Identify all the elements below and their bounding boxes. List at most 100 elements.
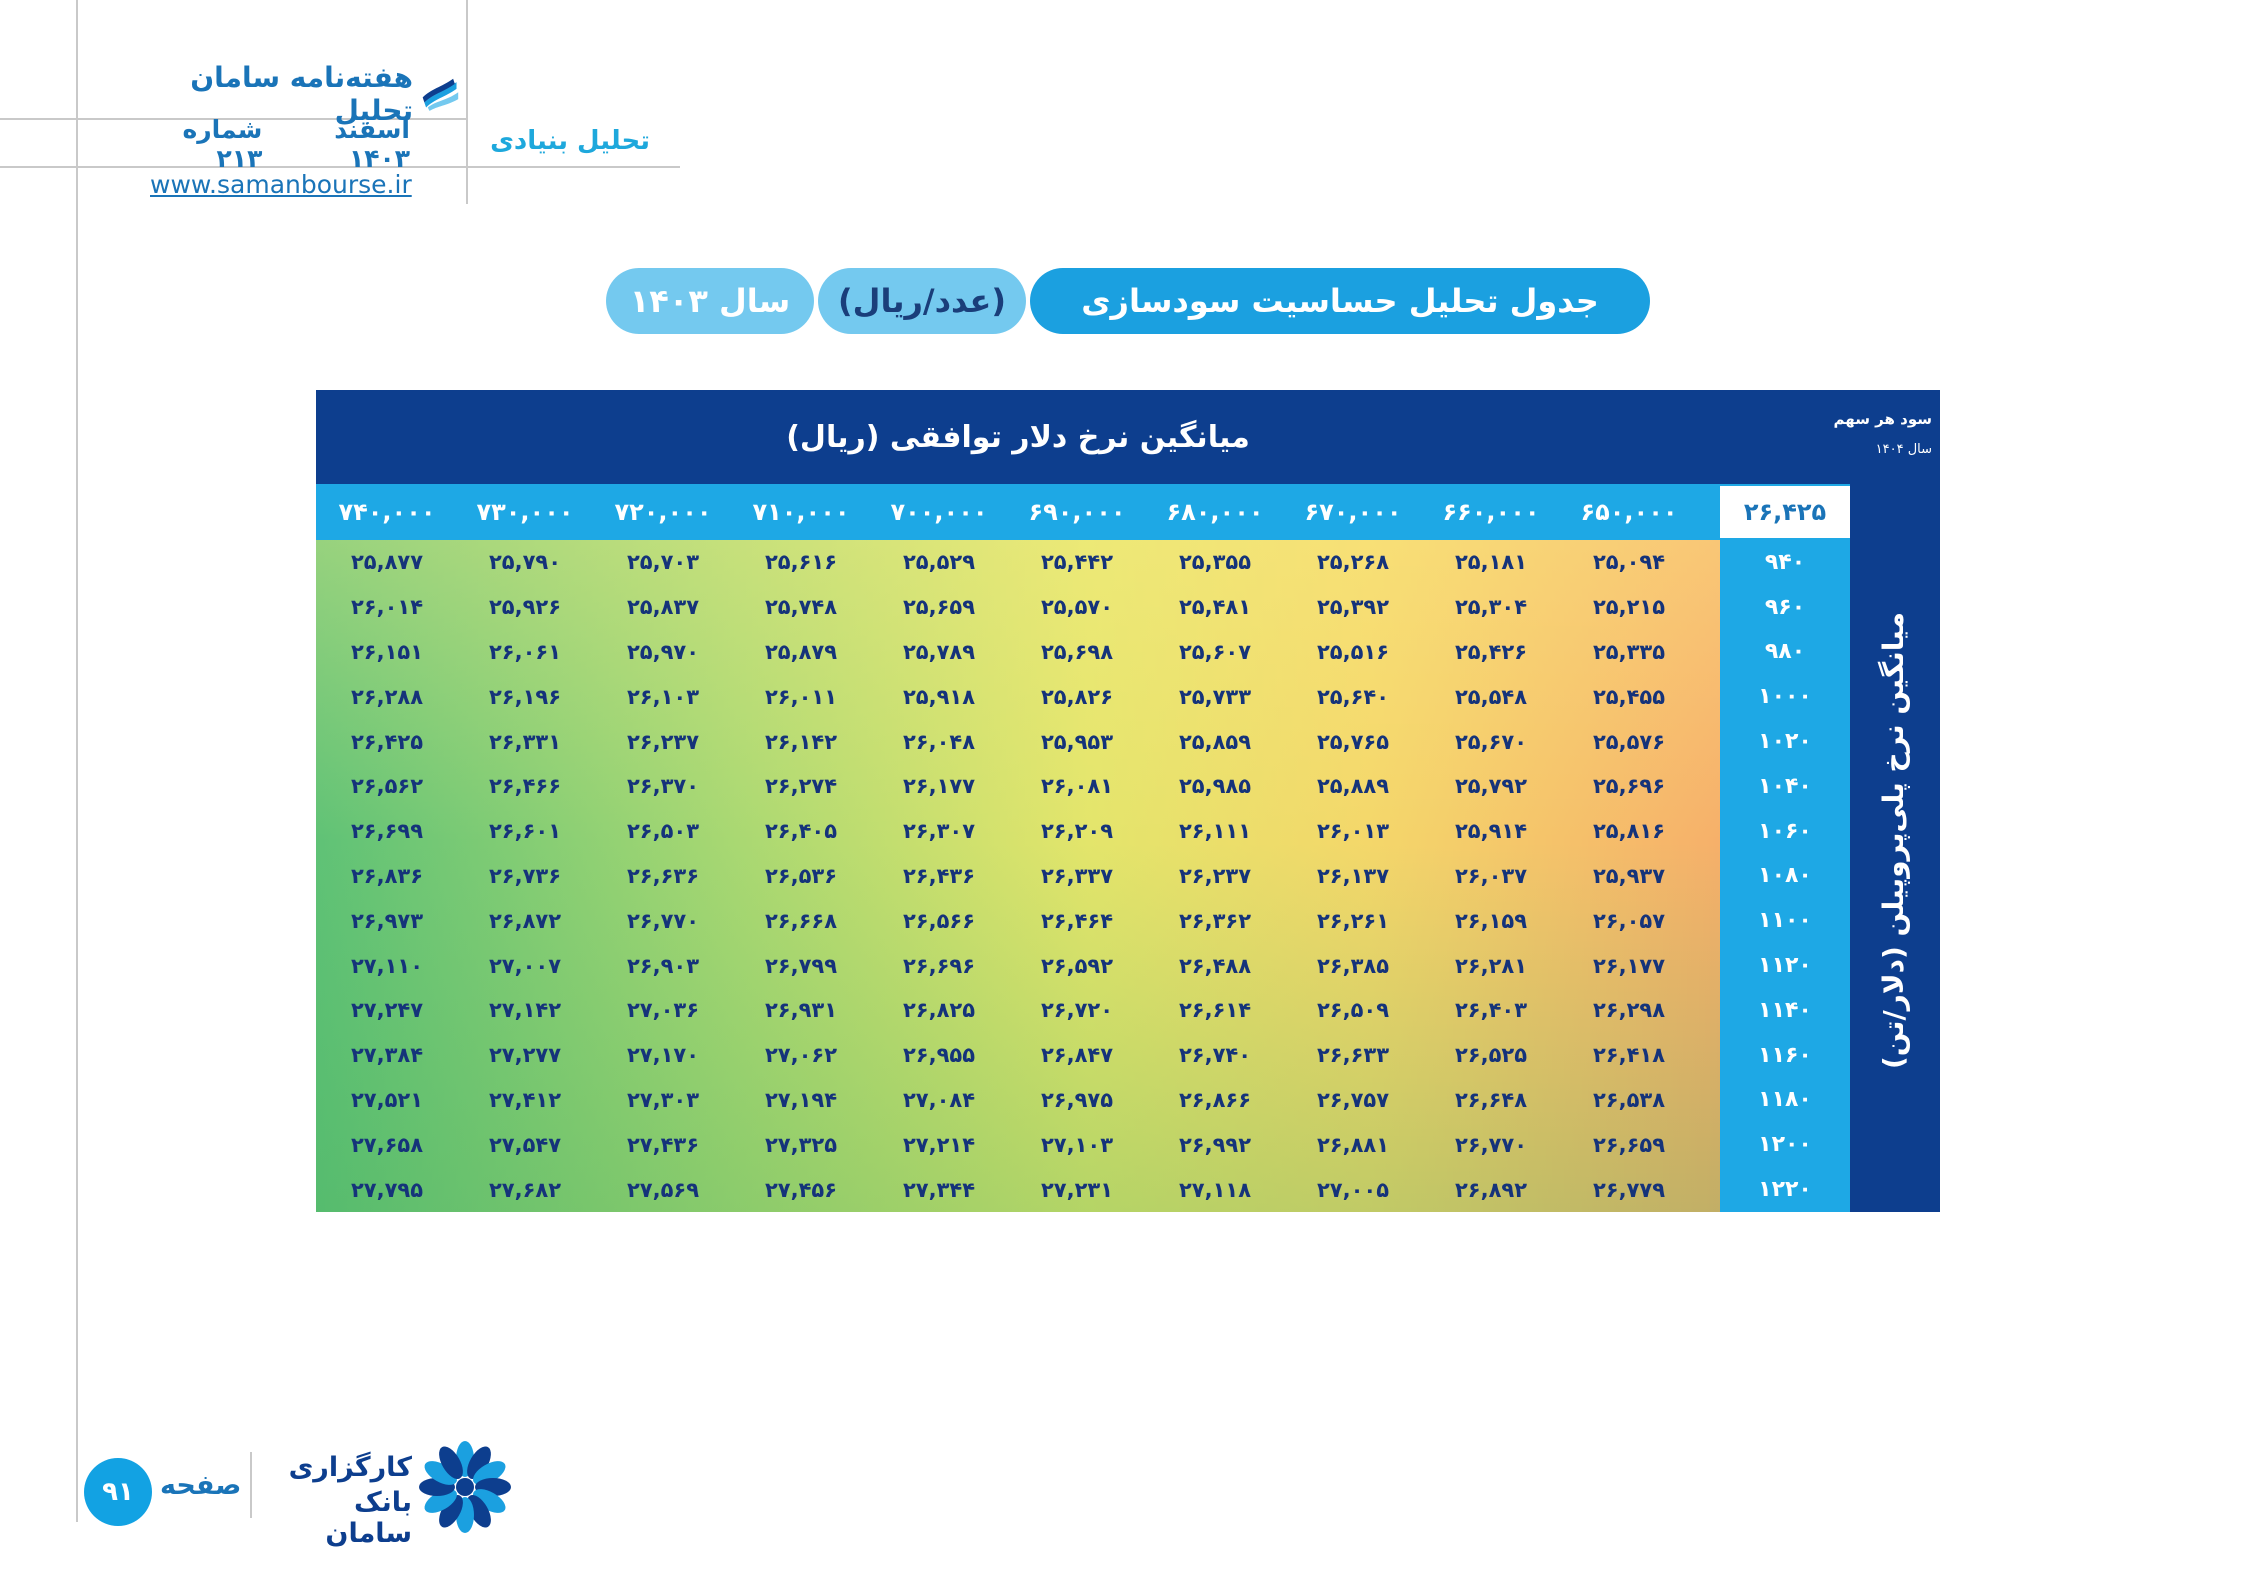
table-cell: ۲۷,۰۶۲ [732,1033,870,1078]
table-cell: ۲۶,۷۷۰ [1422,1122,1560,1167]
table-grid: ۶۵۰,۰۰۰ ۶۶۰,۰۰۰ ۶۷۰,۰۰۰ ۶۸۰,۰۰۰ ۶۹۰,۰۰۰ ۷۰۰,۰… [316,484,1850,1212]
table-cell: ۲۵,۶۰۷ [1146,630,1284,675]
table-cell: ۲۷,۴۳۶ [594,1122,732,1167]
section-title: تحلیل بنیادی [490,126,650,156]
table-cell: ۲۷,۱۱۰ [318,943,456,988]
table-cell: ۲۵,۷۳۳ [1146,674,1284,719]
table-cell: ۲۶,۷۵۷ [1284,1078,1422,1123]
table-cell: ۲۶,۴۰۵ [732,809,870,854]
table-cell: ۲۵,۹۱۸ [870,674,1008,719]
table-cell: ۲۶,۸۳۶ [318,854,456,899]
table-cell: ۲۵,۸۱۶ [1560,809,1698,854]
table-cell: ۲۷,۴۵۶ [732,1167,870,1212]
table-cell: ۲۷,۴۱۲ [456,1078,594,1123]
row-label: ۱۱۰۰ [1720,898,1850,943]
table-cell: ۲۵,۹۷۰ [594,630,732,675]
table-cell: ۲۶,۱۷۷ [870,764,1008,809]
row-label: ۱۰۴۰ [1720,764,1850,809]
table-cell: ۲۶,۲۹۸ [1560,988,1698,1033]
table-cell: ۲۵,۶۱۶ [732,540,870,585]
table-cell: ۲۶,۷۷۰ [594,898,732,943]
table-cell: ۲۶,۵۳۸ [1560,1078,1698,1123]
table-cell: ۲۵,۹۲۶ [456,585,594,630]
broker-line1: کارگزاری [262,1452,412,1483]
column-header: ۷۳۰,۰۰۰ [456,484,594,540]
table-cell: ۲۷,۰۰۵ [1284,1167,1422,1212]
row-label-column: ۹۴۰ ۹۶۰ ۹۸۰ ۱۰۰۰ ۱۰۲۰ ۱۰۴۰ ۱۰۶۰ ۱۰۸۰ ۱۱۰۰ ۱۱۲۰ ۱۱۴… [1720,540,1850,1212]
table-cell: ۲۶,۲۰۹ [1008,809,1146,854]
table-cell: ۲۷,۱۹۴ [732,1078,870,1123]
table-cell: ۲۵,۶۹۸ [1008,630,1146,675]
table-cell: ۲۶,۲۳۷ [1146,854,1284,899]
table-cell: ۲۶,۷۷۹ [1560,1167,1698,1212]
side-label-text: میانگین نرخ پلی‌پروپیلن (دلار/تن) [1878,611,1911,1068]
table-cell: ۲۵,۵۷۰ [1008,585,1146,630]
table-cell: ۲۵,۷۹۲ [1422,764,1560,809]
table-cell: ۲۶,۰۵۷ [1560,898,1698,943]
table-cell: ۲۷,۱۷۰ [594,1033,732,1078]
table-cell: ۲۵,۹۵۳ [1008,719,1146,764]
table-cell: ۲۶,۶۹۹ [318,809,456,854]
table-cell: ۲۵,۷۸۹ [870,630,1008,675]
table-cell: ۲۵,۹۸۵ [1146,764,1284,809]
row-label: ۱۲۰۰ [1720,1122,1850,1167]
table-cell: ۲۶,۴۸۸ [1146,943,1284,988]
table-cell: ۲۶,۲۶۱ [1284,898,1422,943]
table-cell: ۲۶,۷۹۹ [732,943,870,988]
table-cell: ۲۶,۰۴۸ [870,719,1008,764]
table-cell: ۲۶,۱۵۱ [318,630,456,675]
table-cell: ۲۶,۰۳۷ [1422,854,1560,899]
sensitivity-table: میانگین نرخ دلار توافقی (ریال) سود هر سه… [316,390,1940,1212]
table-cell: ۲۷,۱۴۲ [456,988,594,1033]
dollar-rate-header: میانگین نرخ دلار توافقی (ریال) [316,390,1720,484]
row-label: ۱۰۰۰ [1720,674,1850,719]
row-label: ۱۰۸۰ [1720,854,1850,899]
table-cell: ۲۵,۴۴۲ [1008,540,1146,585]
row-label: ۱۰۲۰ [1720,719,1850,764]
table-cell: ۲۵,۶۷۰ [1422,719,1560,764]
table-cell: ۲۶,۰۱۳ [1284,809,1422,854]
table-cell: ۲۷,۵۲۱ [318,1078,456,1123]
row-label: ۹۶۰ [1720,585,1850,630]
row-label: ۱۱۲۰ [1720,943,1850,988]
table-cell: ۲۶,۵۳۶ [732,854,870,899]
table-cell: ۲۵,۲۱۵ [1560,585,1698,630]
table-title-pill: جدول تحلیل حساسیت سودسازی [1030,268,1650,334]
table-cell: ۲۵,۸۸۹ [1284,764,1422,809]
table-cell: ۲۶,۸۹۲ [1422,1167,1560,1212]
table-cell: ۲۶,۴۰۳ [1422,988,1560,1033]
table-cell: ۲۶,۵۰۳ [594,809,732,854]
magazine-title: هفته‌نامه سامان تحلیل [150,70,460,118]
table-cell: ۲۵,۳۳۵ [1560,630,1698,675]
page-word: صفحه [160,1470,241,1501]
table-cell: ۲۶,۱۰۳ [594,674,732,719]
table-cell: ۲۵,۵۷۶ [1560,719,1698,764]
table-cell: ۲۷,۲۳۱ [1008,1167,1146,1212]
table-cell: ۲۶,۴۶۶ [456,764,594,809]
unit-pill: (عدد/ریال) [818,268,1026,334]
table-cell: ۲۶,۹۹۲ [1146,1122,1284,1167]
row-label: ۹۸۰ [1720,630,1850,675]
year-pill: سال ۱۴۰۳ [606,268,814,334]
table-body: ۲۵,۰۹۴ ۲۵,۱۸۱ ۲۵,۲۶۸ ۲۵,۳۵۵ ۲۵,۴۴۲ ۲۵,۵۲۹ ۲۵,۶… [316,540,1720,1212]
polypropylene-side-label: میانگین نرخ پلی‌پروپیلن (دلار/تن) [1848,540,1940,1140]
website-link[interactable]: www.samanbourse.ir [150,170,412,199]
corner-line1: سود هر سهم [1832,410,1932,428]
table-cell: ۲۷,۰۰۷ [456,943,594,988]
table-cell: ۲۵,۳۹۲ [1284,585,1422,630]
table-cell: ۲۵,۸۵۹ [1146,719,1284,764]
table-cell: ۲۵,۹۳۷ [1560,854,1698,899]
header-divider-vertical [466,0,468,204]
table-cell: ۲۷,۱۰۳ [1008,1122,1146,1167]
table-cell: ۲۷,۲۱۴ [870,1122,1008,1167]
row-label: ۱۰۶۰ [1720,809,1850,854]
base-value-cell: ۲۶,۴۲۵ [1720,486,1850,538]
column-header: ۶۸۰,۰۰۰ [1146,484,1284,540]
table-cell: ۲۶,۹۳۱ [732,988,870,1033]
table-cell: ۲۵,۶۹۶ [1560,764,1698,809]
table-cell: ۲۷,۰۳۶ [594,988,732,1033]
table-cell: ۲۵,۲۶۸ [1284,540,1422,585]
table-cell: ۲۶,۵۲۵ [1422,1033,1560,1078]
table-cell: ۲۶,۵۶۶ [870,898,1008,943]
table-cell: ۲۵,۳۰۴ [1422,585,1560,630]
